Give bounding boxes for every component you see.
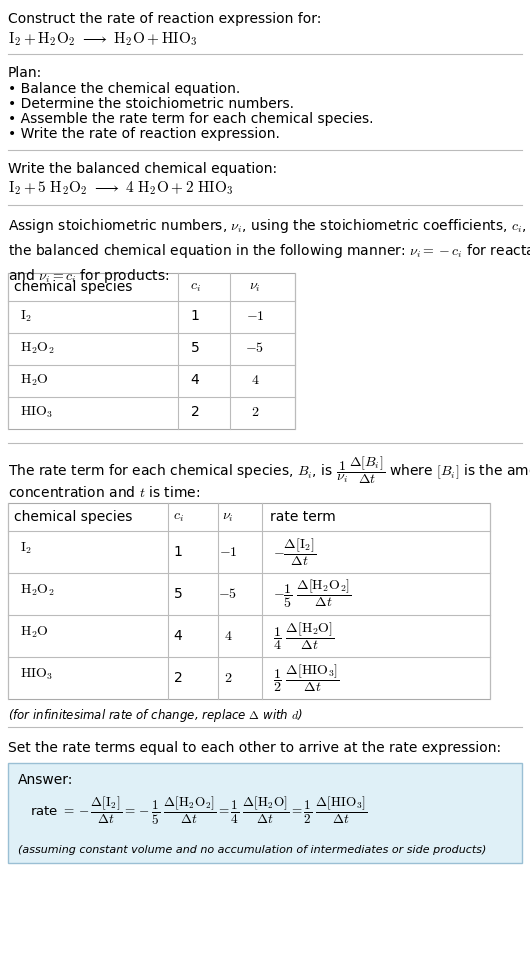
- Text: $\mathrm{HIO_3}$: $\mathrm{HIO_3}$: [20, 405, 53, 420]
- Text: • Write the rate of reaction expression.: • Write the rate of reaction expression.: [8, 127, 280, 141]
- Text: $\mathrm{I_2}$: $\mathrm{I_2}$: [20, 541, 32, 557]
- Text: (for infinitesimal rate of change, replace $\Delta$ with $d$): (for infinitesimal rate of change, repla…: [8, 707, 303, 724]
- Text: 5: 5: [174, 587, 182, 601]
- Text: $\mathrm{I_2 + H_2O_2 \ \longrightarrow \ H_2O + HIO_3}$: $\mathrm{I_2 + H_2O_2 \ \longrightarrow …: [8, 30, 198, 48]
- Text: 2: 2: [191, 405, 199, 419]
- Text: $4$: $4$: [251, 373, 259, 387]
- Text: 2: 2: [174, 671, 182, 685]
- Text: The rate term for each chemical species, $B_i$, is $\dfrac{1}{\nu_i}\dfrac{\Delt: The rate term for each chemical species,…: [8, 455, 530, 486]
- Text: • Balance the chemical equation.: • Balance the chemical equation.: [8, 82, 240, 96]
- Text: $\mathrm{HIO_3}$: $\mathrm{HIO_3}$: [20, 667, 53, 682]
- Text: chemical species: chemical species: [14, 280, 132, 294]
- Text: $\mathrm{H_2O_2}$: $\mathrm{H_2O_2}$: [20, 583, 55, 599]
- Text: (assuming constant volume and no accumulation of intermediates or side products): (assuming constant volume and no accumul…: [18, 845, 487, 855]
- Text: $-5$: $-5$: [245, 341, 264, 355]
- Text: 1: 1: [191, 309, 199, 323]
- Text: $\mathrm{H_2O_2}$: $\mathrm{H_2O_2}$: [20, 341, 55, 357]
- Text: $2$: $2$: [251, 405, 259, 419]
- Text: Plan:: Plan:: [8, 66, 42, 80]
- Bar: [8, 273, 295, 429]
- Text: $\dfrac{1}{4}\ \dfrac{\Delta[\mathrm{H_2O}]}{\Delta t}$: $\dfrac{1}{4}\ \dfrac{\Delta[\mathrm{H_2…: [273, 620, 334, 652]
- Text: 1: 1: [173, 545, 182, 559]
- Text: $4$: $4$: [224, 629, 232, 643]
- Text: • Assemble the rate term for each chemical species.: • Assemble the rate term for each chemic…: [8, 112, 374, 126]
- Text: Construct the rate of reaction expression for:: Construct the rate of reaction expressio…: [8, 12, 321, 26]
- Bar: [8, 503, 490, 699]
- Text: $\nu_i$: $\nu_i$: [222, 510, 234, 524]
- Text: $\mathrm{I_2}$: $\mathrm{I_2}$: [20, 309, 32, 324]
- Text: $c_i$: $c_i$: [173, 510, 183, 524]
- FancyBboxPatch shape: [8, 763, 522, 863]
- Text: $\dfrac{1}{2}\ \dfrac{\Delta[\mathrm{HIO_3}]}{\Delta t}$: $\dfrac{1}{2}\ \dfrac{\Delta[\mathrm{HIO…: [273, 662, 340, 694]
- Text: 4: 4: [174, 629, 182, 643]
- Text: rate $= -\dfrac{\Delta[\mathrm{I_2}]}{\Delta t} = -\dfrac{1}{5}\ \dfrac{\Delta[\: rate $= -\dfrac{\Delta[\mathrm{I_2}]}{\D…: [30, 795, 367, 827]
- Text: Assign stoichiometric numbers, $\nu_i$, using the stoichiometric coefficients, $: Assign stoichiometric numbers, $\nu_i$, …: [8, 217, 530, 285]
- Text: $-5$: $-5$: [218, 587, 237, 601]
- Text: Answer:: Answer:: [18, 773, 73, 787]
- Text: $c_i$: $c_i$: [190, 280, 200, 294]
- Text: rate term: rate term: [270, 510, 336, 524]
- Text: $-1$: $-1$: [219, 545, 237, 559]
- Text: $2$: $2$: [224, 671, 232, 685]
- Text: • Determine the stoichiometric numbers.: • Determine the stoichiometric numbers.: [8, 97, 294, 111]
- Text: 5: 5: [191, 341, 199, 355]
- Text: $\mathrm{H_2O}$: $\mathrm{H_2O}$: [20, 625, 49, 640]
- Text: Set the rate terms equal to each other to arrive at the rate expression:: Set the rate terms equal to each other t…: [8, 741, 501, 755]
- Text: $-\dfrac{1}{5}\ \dfrac{\Delta[\mathrm{H_2O_2}]}{\Delta t}$: $-\dfrac{1}{5}\ \dfrac{\Delta[\mathrm{H_…: [273, 578, 352, 611]
- Text: $-1$: $-1$: [246, 309, 264, 323]
- Text: $\mathrm{H_2O}$: $\mathrm{H_2O}$: [20, 373, 49, 388]
- Text: chemical species: chemical species: [14, 510, 132, 524]
- Text: 4: 4: [191, 373, 199, 387]
- Text: $-\dfrac{\Delta[\mathrm{I_2}]}{\Delta t}$: $-\dfrac{\Delta[\mathrm{I_2}]}{\Delta t}…: [273, 536, 316, 567]
- Text: Write the balanced chemical equation:: Write the balanced chemical equation:: [8, 162, 277, 176]
- Text: $\mathrm{I_2 + 5\ H_2O_2 \ \longrightarrow \ 4\ H_2O + 2\ HIO_3}$: $\mathrm{I_2 + 5\ H_2O_2 \ \longrightarr…: [8, 179, 234, 197]
- Text: $\nu_i$: $\nu_i$: [249, 280, 261, 294]
- Text: concentration and $t$ is time:: concentration and $t$ is time:: [8, 485, 200, 500]
